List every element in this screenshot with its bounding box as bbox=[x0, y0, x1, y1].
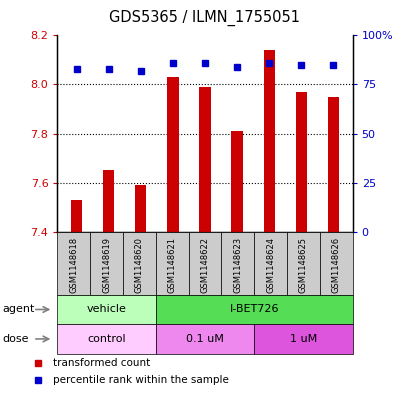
Bar bbox=[254, 232, 286, 295]
Text: GSM1148624: GSM1148624 bbox=[265, 237, 274, 293]
Text: 0.1 uM: 0.1 uM bbox=[186, 334, 223, 344]
Text: GSM1148621: GSM1148621 bbox=[167, 237, 176, 293]
Bar bbox=[135, 185, 146, 232]
Bar bbox=[155, 324, 254, 354]
Bar bbox=[71, 200, 82, 232]
Text: GSM1148618: GSM1148618 bbox=[69, 237, 78, 293]
Text: GSM1148622: GSM1148622 bbox=[200, 237, 209, 293]
Text: GSM1148625: GSM1148625 bbox=[298, 237, 307, 293]
Bar bbox=[327, 97, 338, 232]
Bar bbox=[231, 131, 242, 232]
Bar bbox=[167, 77, 178, 232]
Bar bbox=[103, 171, 114, 232]
Bar bbox=[57, 232, 90, 295]
Bar bbox=[286, 232, 319, 295]
Bar bbox=[90, 232, 123, 295]
Bar bbox=[295, 92, 306, 232]
Bar bbox=[57, 295, 155, 324]
Bar bbox=[123, 232, 155, 295]
Text: GSM1148626: GSM1148626 bbox=[331, 237, 340, 293]
Bar bbox=[155, 295, 352, 324]
Bar bbox=[199, 87, 210, 232]
Text: GDS5365 / ILMN_1755051: GDS5365 / ILMN_1755051 bbox=[109, 9, 300, 26]
Text: percentile rank within the sample: percentile rank within the sample bbox=[52, 375, 228, 386]
Text: I-BET726: I-BET726 bbox=[229, 305, 278, 314]
Bar bbox=[188, 232, 221, 295]
Text: GSM1148619: GSM1148619 bbox=[102, 237, 111, 293]
Bar bbox=[263, 50, 274, 232]
Bar bbox=[155, 232, 188, 295]
Text: GSM1148620: GSM1148620 bbox=[135, 237, 144, 293]
Text: control: control bbox=[87, 334, 126, 344]
Text: GSM1148623: GSM1148623 bbox=[233, 237, 242, 293]
Text: 1 uM: 1 uM bbox=[289, 334, 316, 344]
Text: transformed count: transformed count bbox=[52, 358, 150, 368]
Text: agent: agent bbox=[2, 305, 34, 314]
Bar bbox=[221, 232, 254, 295]
Bar bbox=[57, 324, 155, 354]
Text: dose: dose bbox=[2, 334, 29, 344]
Bar bbox=[254, 324, 352, 354]
Text: vehicle: vehicle bbox=[86, 305, 126, 314]
Bar bbox=[319, 232, 352, 295]
